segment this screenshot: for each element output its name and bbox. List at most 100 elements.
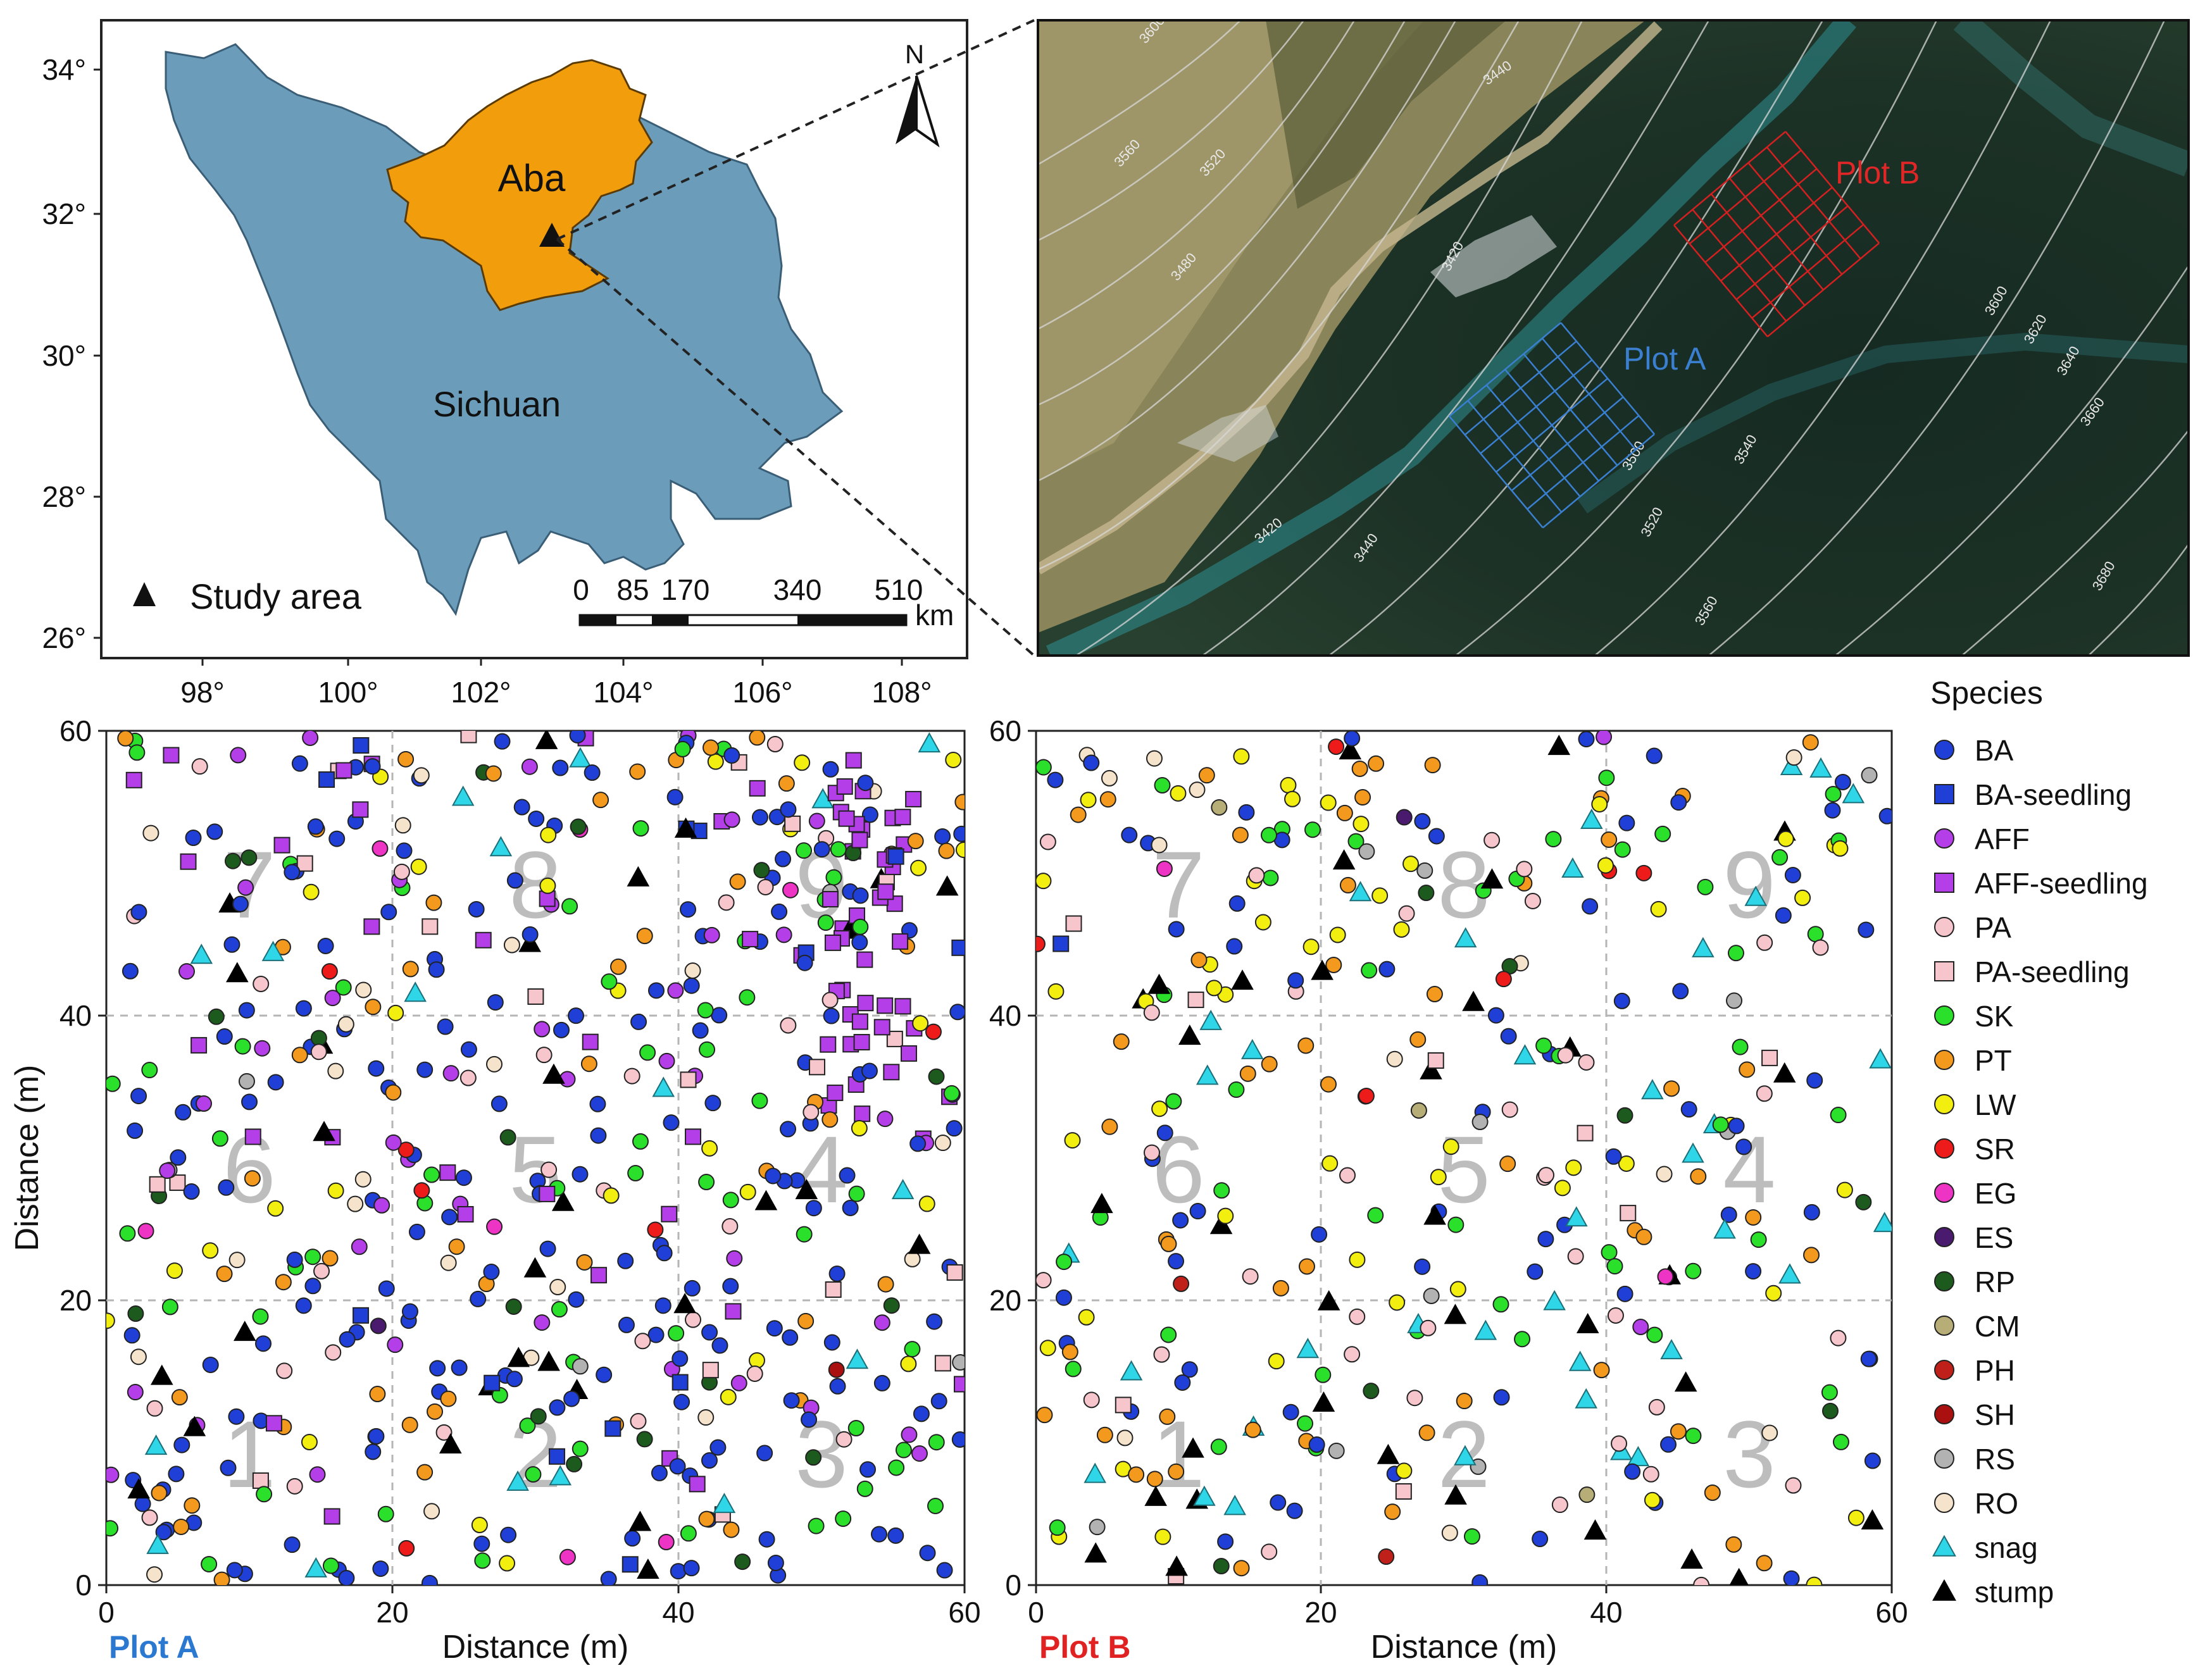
legend-items: BA BA-seedling AFF AFF-seedling PA PA-seedlin… xyxy=(1932,734,2148,1608)
point-cm xyxy=(1211,799,1228,816)
point-pt xyxy=(1803,1247,1820,1264)
point-lw xyxy=(1268,1353,1285,1370)
point-sk xyxy=(668,1325,685,1342)
point-pa xyxy=(146,1400,163,1417)
point-sk xyxy=(699,1041,716,1058)
point-pa-seedling xyxy=(1395,1483,1412,1500)
point-aff xyxy=(230,747,247,764)
legend-marker xyxy=(1934,1360,1954,1380)
x-tick-label: 40 xyxy=(662,1596,694,1629)
point-sk xyxy=(856,1480,873,1497)
point-snag xyxy=(304,1557,328,1577)
point-rp xyxy=(636,1431,653,1448)
legend-marker xyxy=(1934,961,1954,981)
point-ba xyxy=(284,864,301,881)
point-sk xyxy=(474,1552,491,1569)
point-pa xyxy=(1648,1398,1665,1416)
point-snag xyxy=(1744,885,1768,906)
legend-label: RO xyxy=(1975,1487,2018,1520)
point-lw xyxy=(1847,1509,1865,1526)
point-ba xyxy=(823,1007,840,1024)
x-tick-label: 40 xyxy=(1590,1596,1622,1629)
point-pa xyxy=(634,1333,651,1350)
point-eg xyxy=(658,1534,675,1551)
point-rs xyxy=(1358,843,1375,860)
point-rp xyxy=(127,1305,144,1322)
point-sk xyxy=(830,841,847,858)
point-pt xyxy=(1368,755,1385,772)
point-sk xyxy=(698,1174,715,1191)
point-ba xyxy=(909,1135,927,1152)
point-rp xyxy=(1855,1193,1872,1210)
point-ba xyxy=(549,1399,566,1416)
point-aff-seedling xyxy=(191,1036,208,1054)
legend-label: SK xyxy=(1975,1000,2014,1033)
legend-item-ro: RO xyxy=(1934,1487,2018,1520)
point-ba-seedling xyxy=(353,737,370,754)
point-stump xyxy=(1209,1214,1233,1235)
point-ba-seedling xyxy=(484,1374,501,1391)
point-sk xyxy=(680,1525,697,1542)
point-pt xyxy=(1409,1031,1427,1048)
point-ba xyxy=(1487,1007,1504,1024)
point-ba xyxy=(1228,895,1246,912)
point-ba xyxy=(1878,807,1892,824)
point-ba xyxy=(775,850,792,868)
point-pt xyxy=(171,1389,188,1406)
legend-label: PT xyxy=(1975,1044,2012,1077)
point-aff xyxy=(385,1134,402,1151)
point-ba xyxy=(175,1104,192,1121)
point-ba xyxy=(766,1320,783,1337)
point-aff xyxy=(196,1095,213,1112)
y-tick-label: 60 xyxy=(59,714,92,747)
point-ba xyxy=(170,1149,187,1166)
point-aff-seedling xyxy=(582,1033,599,1050)
point-ba xyxy=(953,825,965,842)
point-pt xyxy=(580,1055,597,1073)
legend-label: BA xyxy=(1975,734,2014,767)
grid-line xyxy=(1751,223,1865,319)
point-pt xyxy=(1426,986,1443,1003)
point-ba xyxy=(255,1335,272,1352)
point-pa xyxy=(1344,1346,1361,1363)
point-aff xyxy=(442,1065,459,1082)
point-pt xyxy=(1160,1235,1177,1252)
point-ba xyxy=(1238,804,1255,821)
point-aff-seedling xyxy=(244,1128,261,1145)
point-ba-seedling xyxy=(671,1374,689,1391)
point-ba xyxy=(553,1021,570,1038)
scale-unit: km xyxy=(915,599,954,632)
point-ba xyxy=(1806,1072,1823,1089)
point-ba xyxy=(123,1327,141,1344)
point-ba xyxy=(1471,1574,1489,1585)
point-ba xyxy=(1680,1101,1697,1118)
point-ba xyxy=(751,809,768,826)
point-rp xyxy=(1616,1107,1633,1124)
point-ba xyxy=(701,1324,718,1341)
plot-a-x-axis-label: Distance (m) xyxy=(442,1629,629,1665)
legend-marker xyxy=(1934,1493,1954,1513)
point-ba xyxy=(267,1074,284,1091)
point-pa xyxy=(1693,1576,1710,1585)
point-aff-seedling xyxy=(845,752,862,769)
point-lw xyxy=(1233,748,1250,765)
legend-marker xyxy=(1934,1316,1954,1336)
point-pa xyxy=(1642,1465,1659,1483)
point-aff-seedling xyxy=(877,997,894,1014)
point-pa xyxy=(1785,1477,1802,1494)
grid-line xyxy=(1767,242,1880,337)
point-pt xyxy=(729,873,746,890)
point-stump xyxy=(183,1416,206,1436)
point-pt xyxy=(1424,757,1441,774)
point-sk xyxy=(817,914,834,931)
legend-marker xyxy=(1934,828,1954,849)
point-ba xyxy=(624,1530,641,1547)
point-pa xyxy=(1524,892,1541,909)
point-ro xyxy=(130,1348,147,1366)
point-lw xyxy=(1320,794,1337,811)
point-ba xyxy=(368,1428,385,1445)
point-ro xyxy=(549,1279,566,1296)
point-sk xyxy=(1830,1107,1847,1124)
legend-item-ph: PH xyxy=(1934,1354,2015,1387)
point-lw xyxy=(1217,1207,1234,1224)
